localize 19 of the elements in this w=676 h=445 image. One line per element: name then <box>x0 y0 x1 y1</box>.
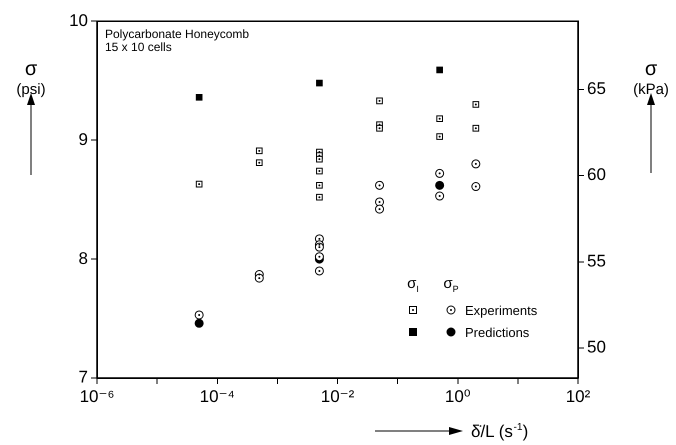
legend-label: Predictions <box>465 325 530 340</box>
y-tick-label: 10 <box>69 10 88 30</box>
y2-tick-label: 60 <box>587 165 606 184</box>
x-tick-label: 10⁻² <box>320 386 355 406</box>
x-tick-label: 10⁰ <box>444 386 471 406</box>
y-tick-label: 9 <box>78 130 88 149</box>
y-tick-label: 8 <box>78 248 88 268</box>
x-tick-label: 10² <box>566 386 591 406</box>
y2-tick-label: 55 <box>587 251 606 270</box>
text: Polycarbonate Honeycomb <box>105 27 250 42</box>
y-tick-label: 7 <box>78 368 88 387</box>
y2-axis-title: σ (kPa) <box>633 58 669 98</box>
y2-tick-label: 50 <box>587 338 606 357</box>
x-tick-label: 10⁻⁶ <box>80 386 114 406</box>
y-axis-title: σ (psi) <box>16 58 46 98</box>
legend-label: Experiments <box>465 303 538 318</box>
text: 15 x 10 cells <box>105 40 172 54</box>
x-tick-label: 10⁻⁴ <box>200 386 235 406</box>
y2-tick-label: 65 <box>587 79 606 98</box>
